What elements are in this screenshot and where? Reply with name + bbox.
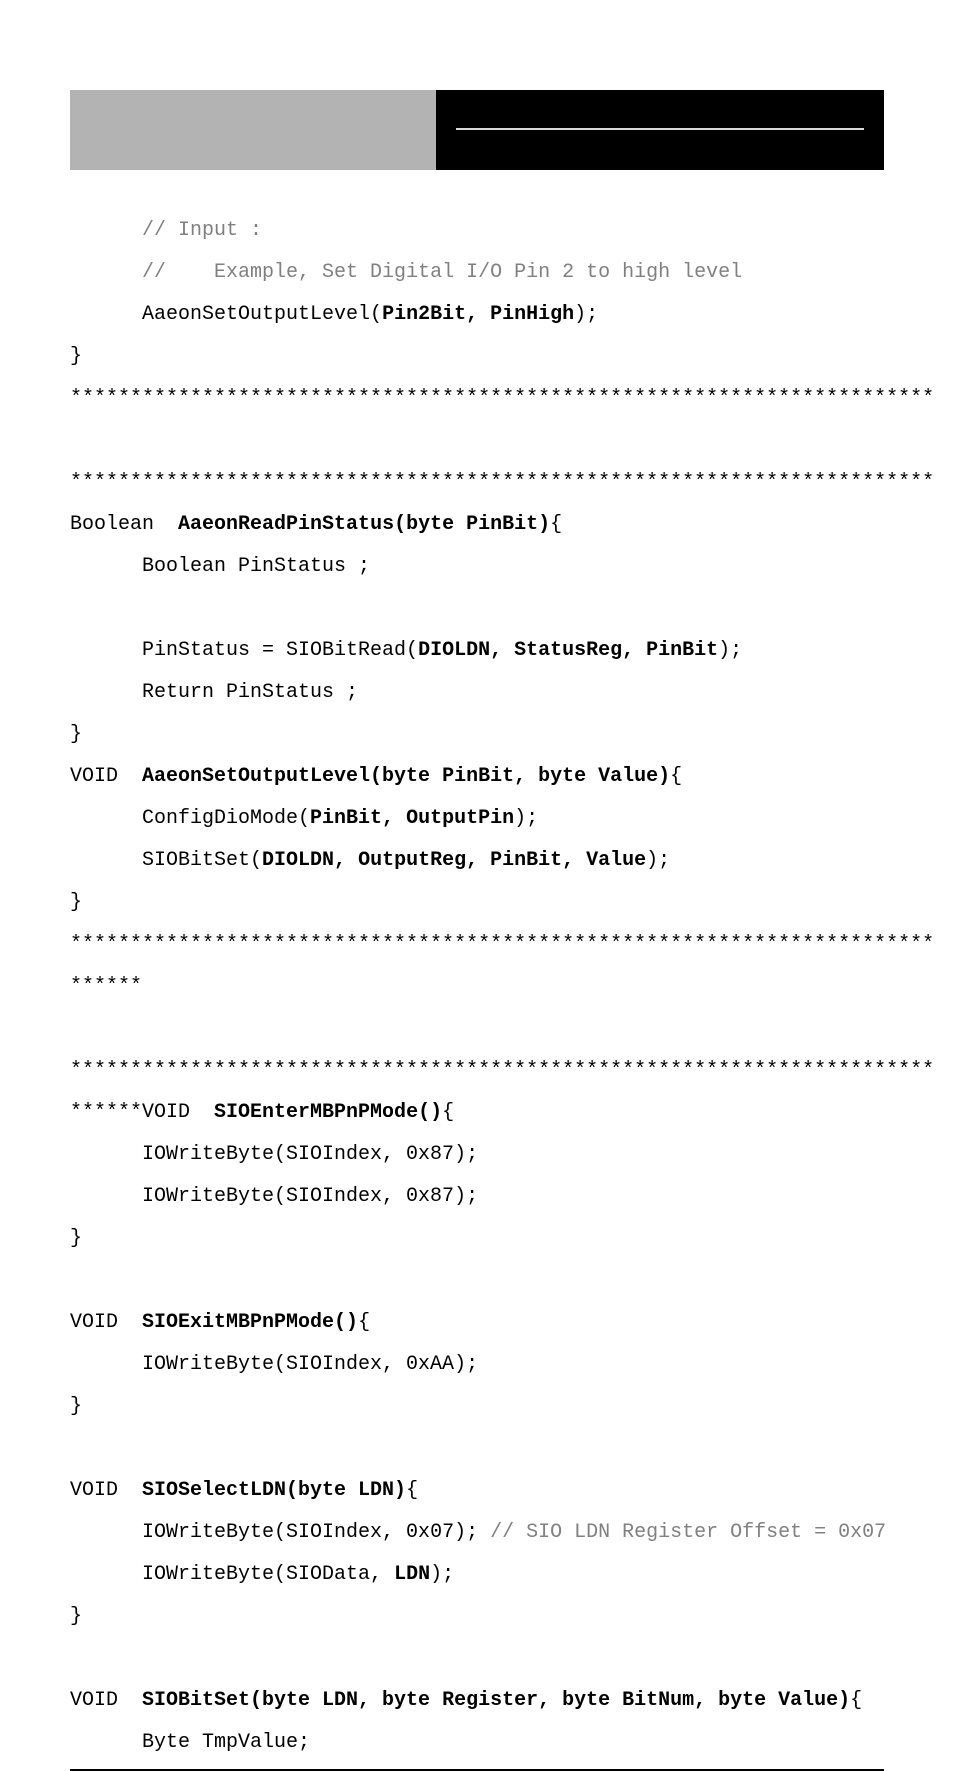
code-comment: // Input : xyxy=(142,219,262,242)
function-signature: SIOEnterMBPnPMode() xyxy=(214,1101,442,1124)
function-signature: SIOBitSet(byte LDN, byte Register, byte … xyxy=(142,1689,850,1712)
code-line: VOID SIOSelectLDN(byte LDN){ xyxy=(70,1470,884,1512)
code-line: // Example, Set Digital I/O Pin 2 to hig… xyxy=(70,252,884,294)
code-line: PinStatus = SIOBitRead(DIOLDN, StatusReg… xyxy=(70,630,884,672)
code-line: IOWriteByte(SIOData, LDN); xyxy=(70,1554,884,1596)
code-bold: LDN xyxy=(394,1563,430,1586)
function-signature: AaeonReadPinStatus(byte PinBit) xyxy=(178,513,550,536)
code-block: // Input : // Example, Set Digital I/O P… xyxy=(70,210,884,1764)
code-line: } xyxy=(70,882,884,924)
code-line xyxy=(70,420,884,462)
code-line: } xyxy=(70,714,884,756)
code-line: } xyxy=(70,336,884,378)
code-bold: DIOLDN, StatusReg, PinBit xyxy=(418,639,718,662)
asterisk-divider: ****************************************… xyxy=(70,924,884,966)
asterisk-divider: ****************************************… xyxy=(70,1050,884,1092)
code-line: } xyxy=(70,1218,884,1260)
code-line: SIOBitSet(DIOLDN, OutputReg, PinBit, Val… xyxy=(70,840,884,882)
code-line xyxy=(70,1428,884,1470)
code-bold: Pin2Bit, PinHigh xyxy=(382,303,574,326)
header-right-panel xyxy=(436,90,884,170)
code-line: ConfigDioMode(PinBit, OutputPin); xyxy=(70,798,884,840)
code-line: Byte TmpValue; xyxy=(70,1722,884,1764)
header-bar xyxy=(70,90,884,170)
code-line xyxy=(70,1008,884,1050)
code-line xyxy=(70,1638,884,1680)
code-line: Boolean AaeonReadPinStatus(byte PinBit){ xyxy=(70,504,884,546)
code-line: VOID AaeonSetOutputLevel(byte PinBit, by… xyxy=(70,756,884,798)
code-line xyxy=(70,588,884,630)
asterisk-divider: ****************************************… xyxy=(70,462,884,504)
code-line: Return PinStatus ; xyxy=(70,672,884,714)
asterisk-divider: ****** xyxy=(70,966,884,1008)
asterisk-divider: ****************************************… xyxy=(70,378,884,420)
code-line: AaeonSetOutputLevel(Pin2Bit, PinHigh); xyxy=(70,294,884,336)
code-line: ******VOID SIOEnterMBPnPMode(){ xyxy=(70,1092,884,1134)
code-line: IOWriteByte(SIOIndex, 0x07); // SIO LDN … xyxy=(70,1512,884,1554)
code-line: IOWriteByte(SIOIndex, 0xAA); xyxy=(70,1344,884,1386)
code-line: VOID SIOBitSet(byte LDN, byte Register, … xyxy=(70,1680,884,1722)
code-line: IOWriteByte(SIOIndex, 0x87); xyxy=(70,1176,884,1218)
code-line: } xyxy=(70,1596,884,1638)
code-bold: PinBit, OutputPin xyxy=(310,807,514,830)
header-left-panel xyxy=(70,90,436,170)
code-bold: DIOLDN, OutputReg, PinBit, Value xyxy=(262,849,646,872)
function-signature: SIOExitMBPnPMode() xyxy=(142,1311,358,1334)
code-line: // Input : xyxy=(70,210,884,252)
header-divider xyxy=(456,128,864,130)
code-line xyxy=(70,1260,884,1302)
code-comment: // Example, Set Digital I/O Pin 2 to hig… xyxy=(142,261,742,284)
function-signature: AaeonSetOutputLevel(byte PinBit, byte Va… xyxy=(142,765,670,788)
function-signature: SIOSelectLDN(byte LDN) xyxy=(142,1479,406,1502)
code-comment: // SIO LDN Register Offset = 0x07 xyxy=(490,1521,886,1544)
code-line: Boolean PinStatus ; xyxy=(70,546,884,588)
code-line: VOID SIOExitMBPnPMode(){ xyxy=(70,1302,884,1344)
code-line: } xyxy=(70,1386,884,1428)
code-line: IOWriteByte(SIOIndex, 0x87); xyxy=(70,1134,884,1176)
